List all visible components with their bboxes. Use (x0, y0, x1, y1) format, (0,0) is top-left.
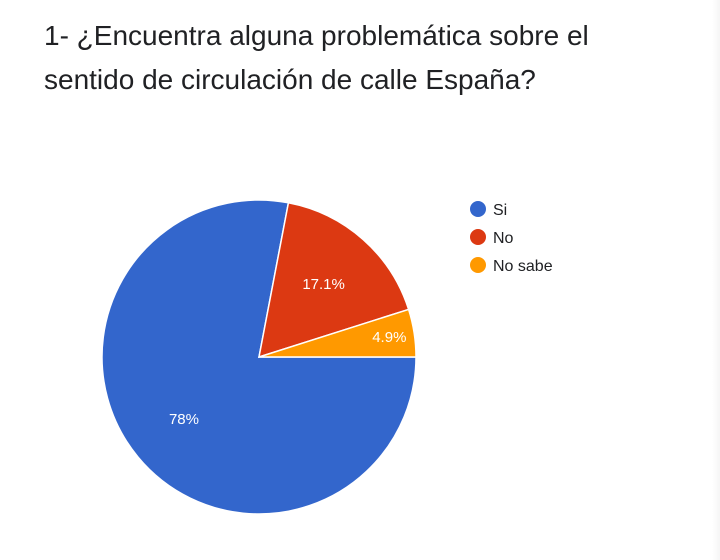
card-edge (712, 0, 720, 560)
pie-slices (101, 199, 417, 515)
question-title: 1- ¿Encuentra alguna problemática sobre … (44, 20, 589, 95)
legend-label-si: Si (493, 202, 507, 219)
slice-label-no-sabe: 4.9% (372, 329, 406, 346)
legend-swatch-no-sabe (470, 257, 486, 273)
legend: Si No No sabe (470, 201, 553, 275)
slice-label-si: 78% (169, 411, 199, 428)
legend-label-no: No (493, 230, 514, 247)
legend-swatch-si (470, 201, 486, 217)
slice-label-no: 17.1% (302, 276, 345, 293)
pie-slice-no (258, 201, 410, 359)
pie-slice-no-sabe (258, 308, 417, 358)
pie-slice-labels: 78% 17.1% 4.9% (169, 276, 406, 428)
legend-swatch-no (470, 229, 486, 245)
legend-label-no-sabe: No sabe (493, 258, 553, 275)
pie-slice-si (101, 199, 417, 515)
